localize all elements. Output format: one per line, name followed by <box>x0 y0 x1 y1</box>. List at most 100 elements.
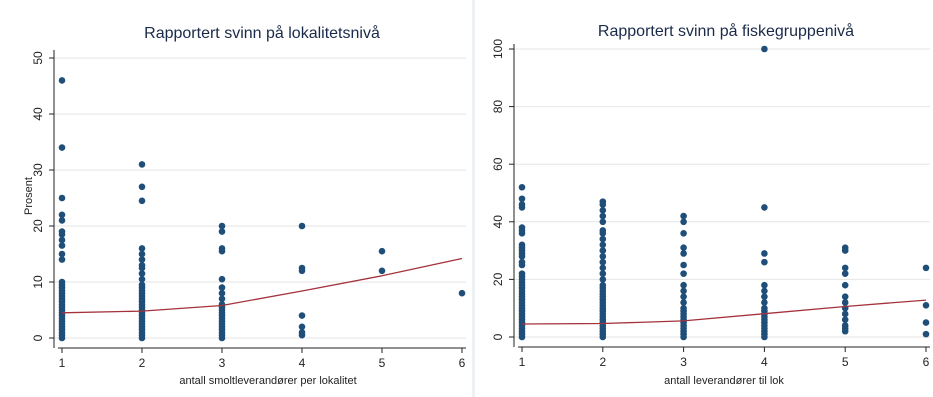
right-ytick-label-80: 80 <box>491 100 505 114</box>
left-data-point <box>138 197 146 205</box>
left-ytick-label-10: 10 <box>31 275 45 289</box>
right-data-point <box>841 281 849 289</box>
right-data-point <box>922 319 930 326</box>
right-data-point <box>680 261 687 269</box>
right-data-point <box>599 253 607 260</box>
right-data-point <box>761 204 768 211</box>
left-data-point <box>58 144 66 151</box>
left-data-point <box>58 194 66 202</box>
left-data-point <box>58 77 66 84</box>
right-data-point <box>680 287 687 295</box>
chart-panel-right: Rapportert svinn på fiskegruppenivå 0 20 4… <box>476 0 933 397</box>
right-data-point <box>841 270 849 277</box>
chart-right-title: Rapportert svinn på fiskegruppenivå <box>598 22 854 40</box>
right-data-point <box>761 281 768 289</box>
right-data-point <box>680 293 687 300</box>
right-data-point <box>680 333 687 341</box>
right-data-point <box>841 264 849 272</box>
right-data-point <box>680 299 687 306</box>
right-data-point <box>599 218 607 226</box>
left-data-point <box>218 295 226 303</box>
left-ytick-label-30: 30 <box>31 163 45 177</box>
right-xtick-label-2: 2 <box>599 355 606 369</box>
left-data-point <box>58 231 66 238</box>
chart-right-axes <box>509 44 930 352</box>
left-data-point <box>138 264 146 272</box>
right-xtick-label-6: 6 <box>923 355 930 369</box>
left-ytick-label-0: 0 <box>31 334 45 341</box>
chart-right-svg: Rapportert svinn på fiskegruppenivå 0 20 4… <box>491 22 930 387</box>
right-data-point <box>680 244 687 252</box>
right-data-point <box>518 204 526 211</box>
right-fitted-line <box>521 299 927 325</box>
right-data-point <box>599 333 607 341</box>
chart-left-axes <box>49 50 466 353</box>
chart-panel-left: Rapportert svinn på lokalitetsnivå 0 10 20… <box>6 0 471 397</box>
left-ytick-label-40: 40 <box>31 107 45 121</box>
right-data-point <box>518 253 526 260</box>
left-xtick-label-6: 6 <box>459 356 466 370</box>
right-data-point <box>518 195 526 203</box>
left-data-point <box>298 222 306 230</box>
left-data-point <box>218 222 226 230</box>
right-data-point <box>761 45 768 53</box>
right-xtick-label-4: 4 <box>761 355 768 369</box>
left-data-point <box>138 334 146 342</box>
right-data-point <box>761 258 768 266</box>
left-data-point <box>298 323 306 331</box>
right-data-point <box>599 201 607 208</box>
right-xtick-label-3: 3 <box>680 355 687 369</box>
right-data-point <box>922 302 930 309</box>
chart-left-fit-line <box>61 257 463 314</box>
right-ytick-label-20: 20 <box>491 272 505 286</box>
right-data-point <box>599 264 607 272</box>
right-data-point <box>680 230 687 237</box>
chart-right-xlabel: antall leverandører til lok <box>664 375 784 387</box>
right-data-point <box>761 250 768 257</box>
chart-left-points <box>58 77 466 342</box>
chart-left-title: Rapportert svinn på lokalitetsnivå <box>144 24 380 42</box>
right-data-point <box>761 333 768 341</box>
left-data-point <box>58 256 66 263</box>
left-data-point <box>58 217 66 224</box>
left-data-point <box>298 267 306 275</box>
right-data-point <box>599 206 607 214</box>
left-data-point <box>298 312 306 319</box>
chart-left-ylabel: Prosent <box>23 177 35 215</box>
right-xtick-label-1: 1 <box>519 355 526 369</box>
left-data-point <box>138 183 146 191</box>
left-xtick-label-4: 4 <box>299 356 306 370</box>
chart-right-points <box>518 45 930 341</box>
right-ytick-label-0: 0 <box>491 333 505 340</box>
left-data-point <box>378 267 386 275</box>
right-data-point <box>599 276 607 283</box>
right-data-point <box>680 218 687 226</box>
right-data-point <box>518 230 526 237</box>
right-data-point <box>680 212 687 220</box>
left-data-point <box>58 211 66 219</box>
left-data-point <box>138 250 146 258</box>
chart-left-svg: Rapportert svinn på lokalitetsnivå 0 10 20… <box>23 24 466 387</box>
right-ytick-label-100: 100 <box>491 39 505 59</box>
panel-divider <box>472 0 475 397</box>
left-data-point <box>218 289 226 297</box>
right-data-point <box>599 235 607 243</box>
chart-right-fit-line <box>521 299 927 325</box>
right-data-point <box>599 247 607 254</box>
right-data-point <box>761 299 768 306</box>
chart-left-xlabel: antall smoltleverandører per lokalitet <box>179 375 356 387</box>
left-data-point <box>58 334 66 342</box>
left-data-point <box>218 275 226 283</box>
chart-right-tick-labels: 0 20 40 60 80 100 1 2 3 4 5 6 <box>491 39 930 369</box>
left-data-point <box>218 247 226 255</box>
left-data-point <box>58 250 66 258</box>
right-data-point <box>680 281 687 289</box>
left-data-point <box>218 284 226 291</box>
left-data-point <box>378 247 386 255</box>
right-data-point <box>518 183 526 191</box>
right-ytick-label-60: 60 <box>491 157 505 171</box>
left-fitted-line <box>61 257 463 314</box>
left-data-point <box>138 245 146 252</box>
right-data-point <box>841 247 849 254</box>
right-data-point <box>599 230 607 237</box>
